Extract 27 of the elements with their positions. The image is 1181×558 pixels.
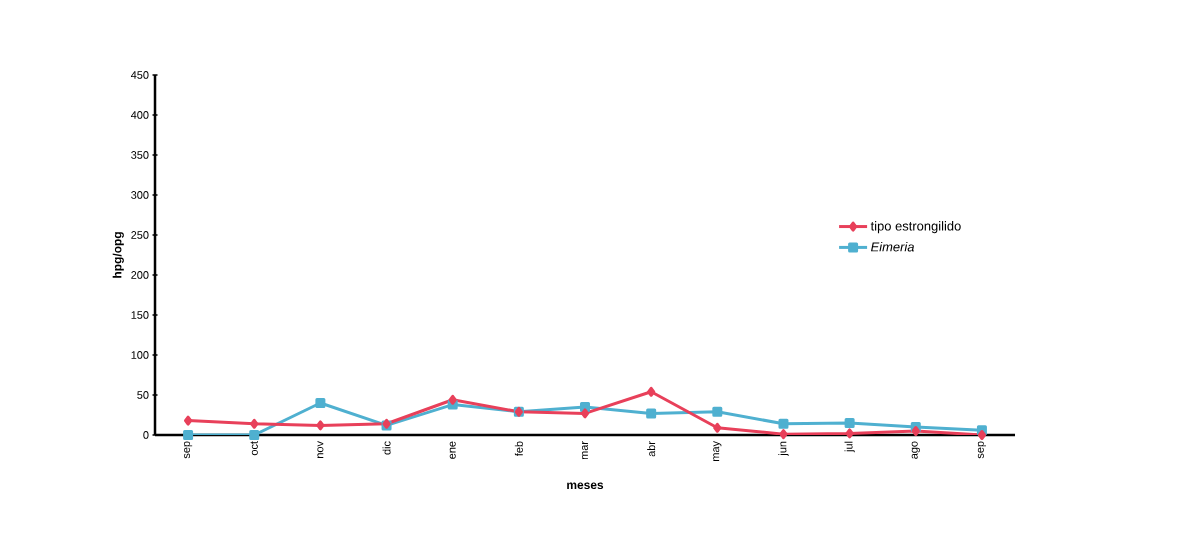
x-tick-label: jun [778, 441, 789, 456]
x-tick-label: dic [382, 441, 391, 455]
y-tick-label: 0 [143, 431, 149, 439]
x-tick-label: ene [449, 441, 456, 459]
x-tick-label: abr [647, 441, 656, 457]
x-tick-label: feb [514, 441, 523, 457]
legend-label: tipo estrongilido [870, 221, 961, 234]
x-tick-label: nov [317, 441, 324, 458]
y-tick-label: 300 [131, 191, 149, 199]
x-tick-label: sep [184, 441, 193, 459]
y-tick-label: 250 [131, 231, 149, 239]
y-tick-label: 350 [131, 151, 149, 159]
x-tick-label: sep [977, 441, 987, 459]
x-tick-label: jul [844, 441, 855, 453]
x-tick-label: may [713, 441, 722, 461]
legend-label: Eimeria [870, 241, 915, 252]
x-tick-label: ago [911, 441, 920, 459]
y-tick-label: 400 [130, 111, 149, 119]
x-tick-label: oct [250, 441, 258, 456]
y-axis-title: hpg/opg [112, 232, 124, 278]
y-tick-label: 200 [131, 271, 149, 279]
y-tick-label: 150 [131, 311, 149, 319]
x-tick-label: mar [582, 441, 589, 460]
y-tick-label: 100 [131, 351, 149, 359]
x-axis-title: meses [567, 482, 604, 490]
y-tick-label: 50 [137, 391, 149, 399]
y-tick-label: 450 [130, 71, 149, 79]
